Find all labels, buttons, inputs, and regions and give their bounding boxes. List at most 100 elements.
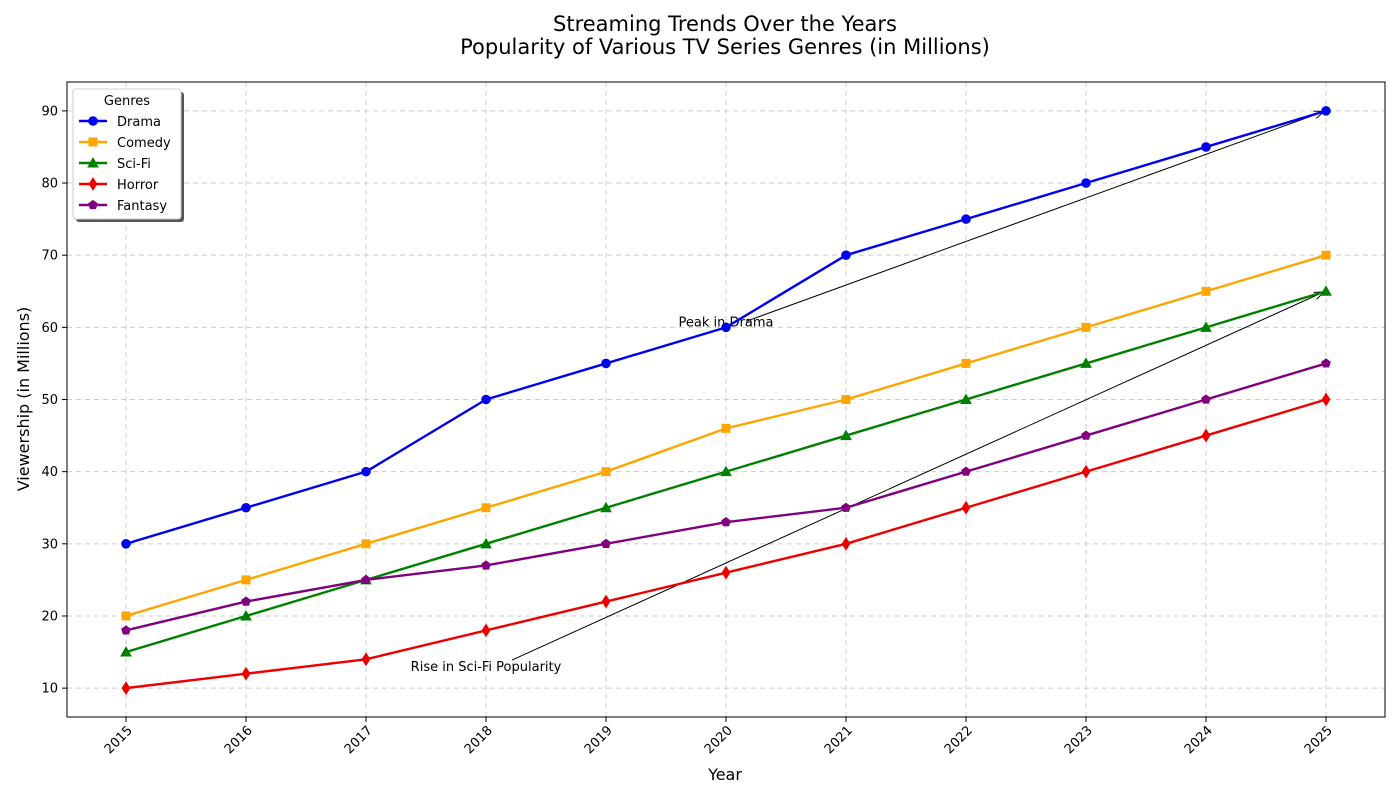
data-point bbox=[1080, 357, 1092, 368]
y-tick-label: 30 bbox=[41, 537, 58, 552]
data-point bbox=[1201, 142, 1211, 152]
annotation-arrow bbox=[745, 112, 1323, 322]
data-point bbox=[1081, 178, 1091, 188]
x-axis-label: Year bbox=[707, 765, 742, 784]
data-point bbox=[961, 500, 971, 515]
data-point bbox=[121, 681, 131, 696]
annotation-arrow bbox=[511, 292, 1323, 661]
x-tick-label: 2017 bbox=[342, 723, 376, 757]
series bbox=[120, 106, 1332, 696]
data-point bbox=[720, 465, 732, 477]
x-tick-label: 2018 bbox=[462, 723, 496, 757]
data-point bbox=[481, 560, 491, 570]
x-tick-label: 2023 bbox=[1062, 723, 1096, 757]
data-point bbox=[361, 539, 371, 549]
data-point bbox=[1081, 464, 1091, 479]
data-point bbox=[121, 625, 131, 635]
legend-label: Comedy bbox=[117, 136, 171, 151]
legend-label: Sci-Fi bbox=[117, 157, 151, 172]
data-point bbox=[121, 539, 131, 549]
data-point bbox=[241, 666, 251, 681]
legend-label: Drama bbox=[117, 115, 161, 130]
data-point bbox=[361, 652, 371, 667]
data-point bbox=[1201, 394, 1211, 404]
x-tick-label: 2016 bbox=[222, 723, 256, 757]
data-point bbox=[1320, 285, 1332, 296]
legend-item: Horror bbox=[79, 177, 159, 193]
data-point bbox=[1201, 428, 1211, 443]
x-tick-label: 2022 bbox=[942, 723, 976, 757]
data-point bbox=[960, 393, 972, 404]
data-point bbox=[1321, 106, 1331, 116]
legend-swatch-marker bbox=[88, 177, 98, 191]
x-tick-label: 2024 bbox=[1182, 723, 1216, 757]
data-point bbox=[121, 611, 131, 621]
data-point bbox=[840, 429, 852, 441]
legend-swatch-marker bbox=[88, 199, 98, 210]
series-sci-fi bbox=[120, 285, 1332, 657]
grid bbox=[67, 82, 1385, 717]
data-point bbox=[841, 536, 851, 551]
data-point bbox=[361, 574, 371, 585]
data-point bbox=[841, 502, 851, 512]
data-point bbox=[961, 466, 971, 476]
legend-swatch-marker bbox=[87, 156, 99, 168]
data-point bbox=[601, 594, 611, 609]
legend-label: Fantasy bbox=[117, 199, 167, 214]
y-tick-label: 80 bbox=[41, 177, 58, 192]
x-tick-label: 2020 bbox=[702, 723, 736, 757]
data-point bbox=[1201, 286, 1211, 296]
y-tick-label: 20 bbox=[41, 609, 58, 624]
data-point bbox=[120, 646, 132, 657]
legend-item: Drama bbox=[79, 115, 161, 130]
legend-swatch-marker bbox=[88, 116, 98, 126]
data-point bbox=[241, 596, 251, 606]
y-axis-label: Viewership (in Millions) bbox=[14, 307, 33, 492]
y-tick-label: 90 bbox=[41, 104, 58, 119]
y-tick-label: 60 bbox=[41, 321, 58, 336]
data-point bbox=[961, 358, 971, 368]
chart-title: Streaming Trends Over the Years bbox=[553, 12, 897, 36]
y-tick-label: 40 bbox=[41, 465, 58, 480]
legend-items: Drama Comedy Sci-Fi Horror Fantasy bbox=[79, 115, 171, 214]
annotation-text: Rise in Sci-Fi Popularity bbox=[411, 660, 562, 675]
data-point bbox=[1321, 358, 1331, 368]
data-point bbox=[1321, 392, 1331, 407]
x-tick-label: 2021 bbox=[822, 723, 856, 757]
data-point bbox=[601, 538, 611, 548]
data-point bbox=[1081, 322, 1091, 332]
y-tick-label: 70 bbox=[41, 249, 58, 264]
data-point bbox=[481, 394, 491, 405]
x-tick-label: 2025 bbox=[1302, 723, 1336, 757]
series-drama bbox=[121, 106, 1331, 549]
data-point bbox=[240, 609, 252, 621]
data-point bbox=[481, 503, 491, 513]
data-point bbox=[961, 214, 971, 224]
data-point bbox=[361, 466, 371, 477]
data-point bbox=[1321, 250, 1331, 260]
legend-item: Fantasy bbox=[79, 199, 167, 214]
data-point bbox=[241, 502, 251, 513]
y-tick-label: 50 bbox=[41, 393, 58, 408]
series-horror bbox=[121, 392, 1331, 696]
data-point bbox=[721, 322, 731, 333]
data-point bbox=[841, 395, 851, 404]
legend: Genres Drama Comedy Sci-Fi Horror Fantasy bbox=[72, 88, 184, 222]
chart-subtitle: Popularity of Various TV Series Genres (… bbox=[460, 35, 990, 59]
series-fantasy bbox=[121, 358, 1331, 635]
series-comedy bbox=[121, 250, 1331, 621]
data-point bbox=[601, 358, 611, 369]
legend-title: Genres bbox=[104, 94, 150, 109]
legend-swatch-marker bbox=[88, 137, 98, 147]
data-point bbox=[721, 565, 731, 580]
y-tick-label: 10 bbox=[41, 682, 58, 697]
data-point bbox=[601, 467, 611, 477]
data-point bbox=[1200, 321, 1212, 332]
data-point bbox=[481, 623, 491, 638]
legend-item: Sci-Fi bbox=[79, 156, 151, 172]
data-point bbox=[841, 250, 851, 260]
data-point bbox=[600, 501, 612, 513]
legend-label: Horror bbox=[117, 178, 159, 193]
